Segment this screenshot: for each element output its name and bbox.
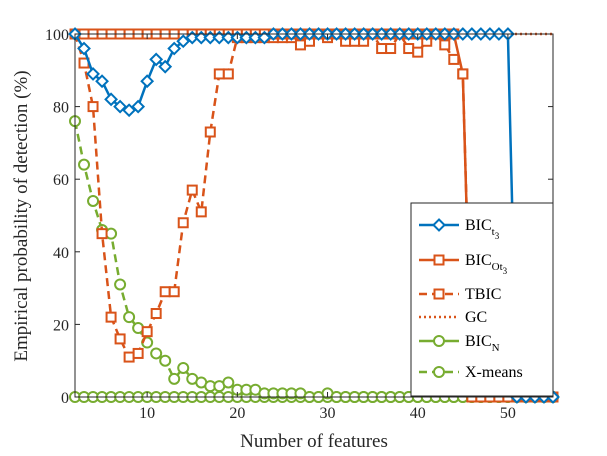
data-point-bic-t3 — [77, 41, 91, 56]
y-tick-label: 80 — [53, 100, 69, 117]
data-point-x-means — [150, 347, 163, 360]
legend-marker — [433, 254, 445, 266]
data-point-bic-t3 — [167, 41, 182, 56]
legend-item-tbic: TBIC — [419, 286, 501, 303]
x-tick-label: 20 — [229, 405, 245, 422]
data-point-x-means — [177, 361, 190, 374]
data-point-tbic — [222, 68, 234, 80]
data-point-tbic — [123, 351, 135, 363]
data-point-tbic — [195, 206, 207, 218]
data-point-bic-t3 — [221, 30, 236, 45]
legend-marker — [433, 366, 445, 378]
data-point-bic-t3 — [86, 67, 100, 81]
legend-label: TBIC — [465, 286, 501, 303]
data-point-x-means — [87, 194, 100, 207]
legend-label: BICOt3 — [465, 252, 508, 276]
y-axis-label: Empirical probability of detection (%) — [11, 70, 32, 361]
data-point-tbic — [159, 286, 171, 298]
data-point-tbic — [105, 311, 117, 323]
data-point-bic-t3 — [239, 30, 254, 45]
data-point-bic-t3 — [248, 30, 263, 45]
data-point-bic-t3 — [149, 52, 164, 67]
data-point-x-means — [105, 227, 118, 240]
data-point-bic-t3 — [122, 103, 137, 118]
data-point-tbic — [439, 39, 451, 51]
data-point-tbic — [204, 126, 216, 138]
x-axis-label: Number of features — [240, 431, 388, 452]
legend-label: BICt3 — [465, 217, 500, 241]
data-point-tbic — [412, 46, 424, 58]
x-tick-label: 40 — [410, 405, 426, 422]
legend-item-bic-ot3: BICOt3 — [419, 252, 508, 276]
legend-label: GC — [465, 309, 487, 326]
data-point-tbic — [132, 347, 144, 359]
data-point-tbic — [376, 43, 388, 55]
data-point-tbic — [150, 308, 162, 320]
x-tick-label: 10 — [139, 405, 155, 422]
data-point-bic-t3 — [176, 34, 191, 49]
data-point-bic-t3 — [212, 30, 227, 45]
data-point-tbic — [385, 43, 397, 55]
data-point-x-means — [222, 376, 235, 389]
y-tick-label: 60 — [53, 172, 69, 189]
data-point-bic-t3 — [95, 74, 109, 89]
data-point-x-means — [78, 158, 91, 171]
data-point-bic-t3 — [257, 30, 272, 45]
data-point-tbic — [114, 333, 126, 345]
legend-marker — [433, 335, 445, 347]
x-tick-label: 30 — [320, 405, 336, 422]
data-point-tbic — [294, 39, 306, 51]
legend-label: BICN — [465, 333, 500, 354]
data-point-tbic — [141, 326, 153, 338]
legend-item-gc: GC — [419, 309, 487, 326]
y-tick-label: 100 — [45, 27, 69, 44]
data-point-tbic — [87, 101, 99, 113]
legend-marker — [433, 288, 445, 300]
y-tick-label: 20 — [53, 317, 69, 334]
data-point-x-means — [114, 278, 127, 291]
legend-item-x-means: X-means — [419, 364, 523, 381]
legend-marker — [432, 218, 446, 232]
data-point-bic-t3 — [185, 30, 200, 45]
axes: 10 20 30 40 50 0 20 40 60 80 100 — [45, 27, 554, 422]
data-point-bic-t3 — [140, 74, 155, 89]
data-point-tbic — [403, 43, 415, 55]
data-point-bic-t3 — [104, 92, 118, 107]
data-point-tbic — [186, 184, 198, 196]
x-tick-label: 50 — [500, 405, 516, 422]
data-point-bic-t3 — [113, 99, 128, 114]
data-point-bic-t3 — [203, 30, 218, 45]
data-point-x-means — [168, 372, 181, 385]
legend-label: X-means — [465, 364, 523, 381]
data-point-tbic — [168, 286, 180, 298]
y-tick-label: 40 — [53, 245, 69, 262]
data-point-tbic — [448, 53, 460, 65]
data-point-bic-ot3 — [457, 68, 469, 80]
data-point-tbic — [213, 68, 225, 80]
legend-item-bic-n: BICN — [419, 333, 500, 354]
data-point-tbic — [177, 217, 189, 229]
data-point-bic-t3 — [158, 59, 173, 74]
y-tick-label: 0 — [61, 390, 69, 407]
data-point-x-means — [159, 354, 172, 367]
data-point-x-means — [123, 311, 136, 324]
data-point-bic-t3 — [194, 30, 209, 45]
data-point-tbic — [96, 228, 108, 240]
data-point-x-means — [132, 322, 145, 335]
legend-item-bic-t3: BICt3 — [419, 217, 500, 241]
data-point-bic-t3 — [131, 99, 146, 114]
legend: BICt3 BICOt3 TBIC GC BICN X-means — [410, 202, 554, 397]
